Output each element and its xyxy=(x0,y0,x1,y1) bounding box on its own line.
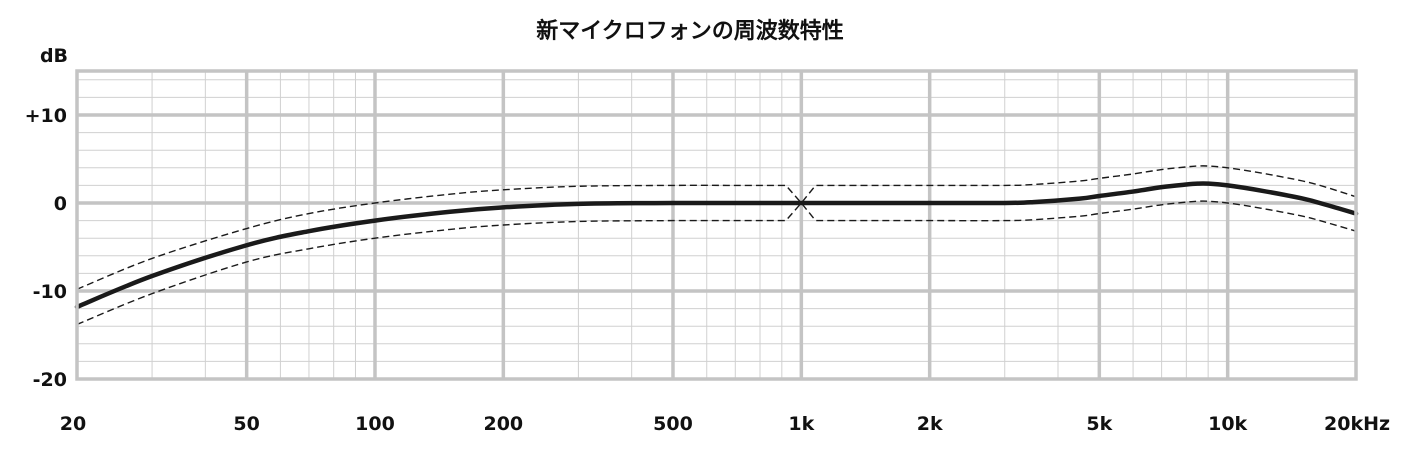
x-tick-label: 10k xyxy=(1208,413,1247,435)
x-tick-label: 1k xyxy=(788,413,814,435)
y-tick-label: -20 xyxy=(33,369,67,391)
x-tick-labels: 20 50 100 200 500 1k 2k 5k 10k 20kHz xyxy=(60,413,1390,435)
x-tick-label: 200 xyxy=(483,413,523,435)
x-tick-label: 20kHz xyxy=(1324,413,1390,435)
chart-title: 新マイクロフォンの周波数特性 xyxy=(536,18,844,44)
y-tick-label: +10 xyxy=(25,105,67,127)
tolerance-limit-line xyxy=(76,200,1357,326)
plot-frame xyxy=(75,69,1358,381)
x-tick-label: 20 xyxy=(60,413,86,435)
x-tick-label: 5k xyxy=(1086,413,1112,435)
tolerance-limit-line xyxy=(76,165,1357,290)
grid xyxy=(77,71,1356,379)
y-axis-unit-label: dB xyxy=(40,45,68,67)
y-tick-label: -10 xyxy=(33,281,67,303)
plot-border xyxy=(75,69,1358,381)
x-tick-label: 50 xyxy=(233,413,259,435)
x-tick-label: 100 xyxy=(355,413,395,435)
x-tick-label: 500 xyxy=(653,413,693,435)
y-tick-labels: +10 0 -10 -20 xyxy=(25,105,67,391)
y-tick-label: 0 xyxy=(54,193,67,215)
response-curve-line xyxy=(74,181,1359,310)
x-tick-label: 2k xyxy=(917,413,943,435)
series-group xyxy=(74,165,1359,326)
